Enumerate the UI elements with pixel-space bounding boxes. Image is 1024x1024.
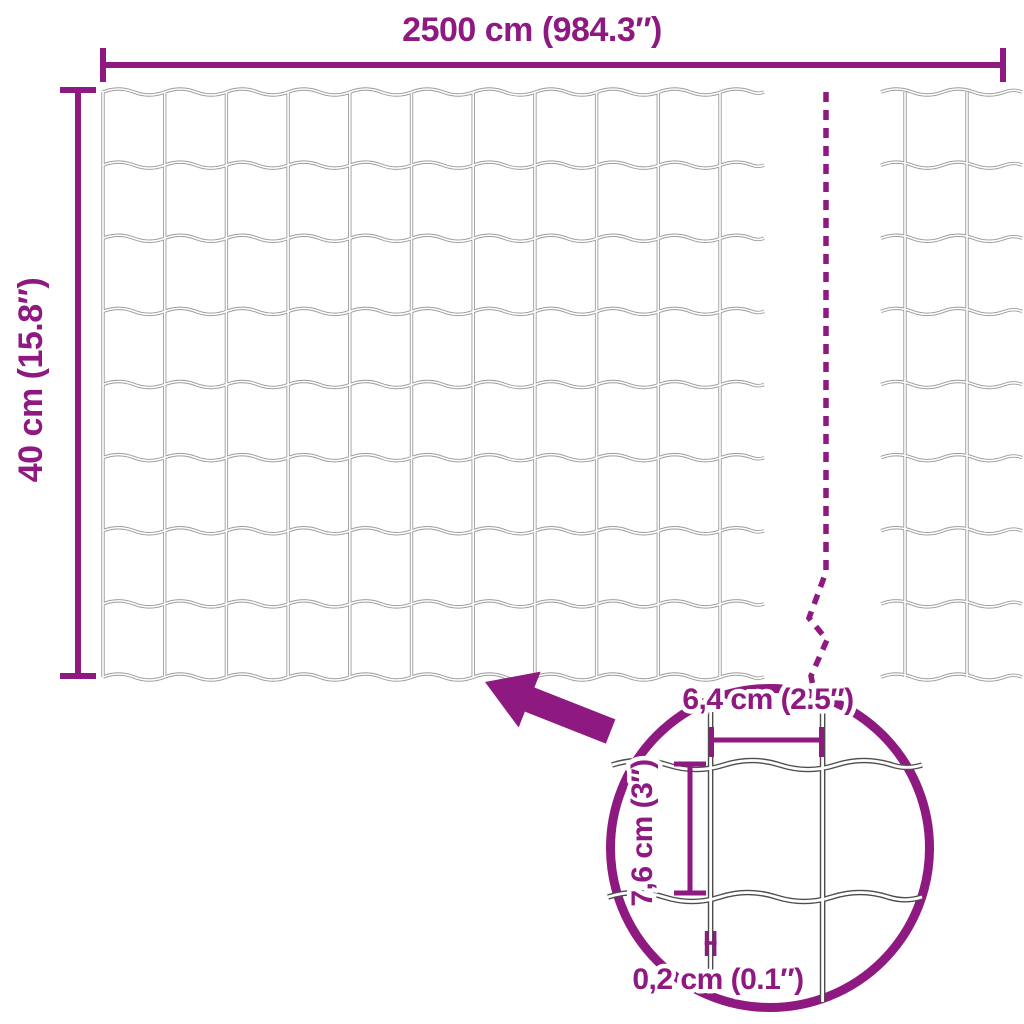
mesh-wire-horizontal [880,526,1023,535]
length-dimension-line [100,48,1006,82]
mesh-width-dimension-label: 6,4 cm (2.5″) [682,683,853,716]
height-dimension-line [60,87,96,679]
mesh-wire-horizontal [102,380,765,389]
mesh-wire-horizontal [880,234,1023,243]
wire-thickness-dimension-label: 0,2 cm (0.1″) [632,963,803,996]
detail-wire-horizontal [611,759,923,771]
mesh-wire-horizontal [102,526,765,535]
height-dimension-label: 40 cm (15.8″) [12,278,50,482]
detail-mesh [607,712,923,1002]
mesh-wire-horizontal [880,88,1023,96]
mesh-wire-horizontal [880,307,1023,316]
mesh-wire-horizontal [102,161,765,169]
length-dimension-label: 2500 cm (984.3″) [402,11,662,49]
mesh-wire-horizontal [880,673,1023,681]
wire-thickness-marker [704,931,717,956]
break-dashed-line [805,92,831,707]
mesh-wire-horizontal [102,234,765,243]
zoom-arrow-icon [485,671,616,744]
mesh-wire-horizontal [880,161,1023,169]
mesh-wire-horizontal [102,453,765,462]
mesh-wire-horizontal [102,673,765,681]
mesh-height-dimension-label: 7,6 cm (3″) [626,759,659,906]
mesh-wire-horizontal [880,453,1023,462]
mesh-wire-horizontal [880,380,1023,389]
mesh-wire-horizontal [102,88,765,96]
mesh-width-dimension-line [709,727,824,757]
mesh-wire-horizontal [880,600,1023,608]
mesh-wire-horizontal [102,600,765,608]
mesh-height-dimension-line [674,761,706,896]
mesh-wire-horizontal [102,307,765,316]
detail-wire-horizontal [607,891,923,903]
fence-mesh [101,87,1023,682]
